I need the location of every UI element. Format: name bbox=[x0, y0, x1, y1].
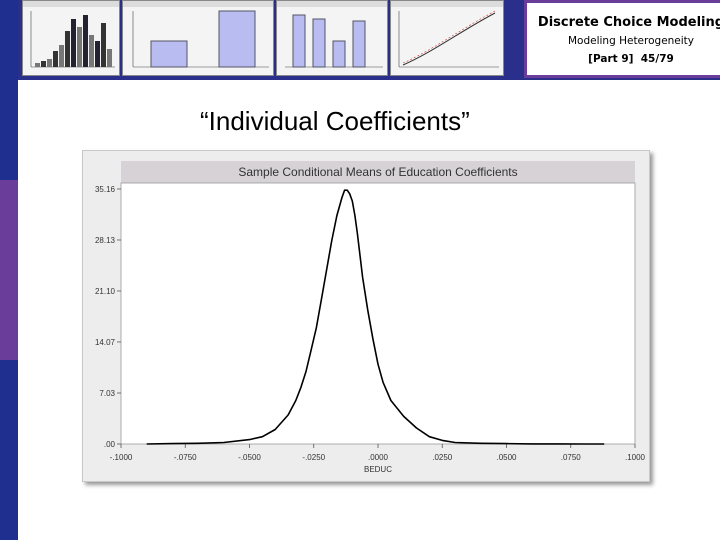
density-chart: Sample Conditional Means of Education Co… bbox=[95, 161, 646, 474]
slide-heading: “Individual Coefficients” bbox=[200, 106, 470, 136]
header-part-page: [Part 9] 45/79 bbox=[527, 53, 720, 65]
thumbnail-bar-chart-two bbox=[122, 0, 274, 76]
side-color-strip bbox=[0, 0, 18, 540]
header-page-number: 45/79 bbox=[640, 53, 674, 65]
y-tick-label: .00 bbox=[104, 440, 116, 449]
x-tick-label: -.0500 bbox=[238, 453, 261, 462]
thumbnail-bar-chart bbox=[22, 0, 120, 76]
header-part: [Part 9] bbox=[588, 53, 634, 65]
chart-frame: Sample Conditional Means of Education Co… bbox=[82, 150, 650, 482]
chart-title-bar bbox=[121, 161, 635, 183]
x-tick-label: .0500 bbox=[496, 453, 517, 462]
x-tick-label: .1000 bbox=[625, 453, 646, 462]
thumbnail-bar-chart-three bbox=[276, 0, 388, 76]
header-title-box: Discrete Choice Modeling Modeling Hetero… bbox=[524, 0, 720, 78]
density-line bbox=[146, 189, 605, 445]
header-banner: Discrete Choice Modeling Modeling Hetero… bbox=[18, 0, 720, 80]
thumbnail-line-chart bbox=[390, 0, 504, 76]
y-tick-label: 21.10 bbox=[95, 287, 116, 296]
x-tick-label: -.1000 bbox=[110, 453, 133, 462]
x-tick-label: .0750 bbox=[561, 453, 582, 462]
chart-title: Sample Conditional Means of Education Co… bbox=[238, 165, 517, 179]
side-strip-top bbox=[0, 0, 18, 180]
y-tick-label: 28.13 bbox=[95, 236, 116, 245]
y-tick-label: 35.16 bbox=[95, 185, 116, 194]
header-subtitle: Modeling Heterogeneity bbox=[567, 35, 695, 47]
y-tick-label: 7.03 bbox=[99, 389, 115, 398]
x-tick-label: .0000 bbox=[368, 453, 389, 462]
side-strip-bottom bbox=[0, 360, 18, 540]
x-tick-label: -.0750 bbox=[174, 453, 197, 462]
plot-area bbox=[120, 182, 636, 445]
x-tick-label: -.0250 bbox=[302, 453, 325, 462]
x-tick-label: .0250 bbox=[432, 453, 453, 462]
header-title: Discrete Choice Modeling bbox=[537, 15, 720, 30]
x-axis-label: BEDUC bbox=[364, 465, 392, 474]
side-strip-middle bbox=[0, 180, 18, 360]
y-tick-label: 14.07 bbox=[95, 338, 116, 347]
